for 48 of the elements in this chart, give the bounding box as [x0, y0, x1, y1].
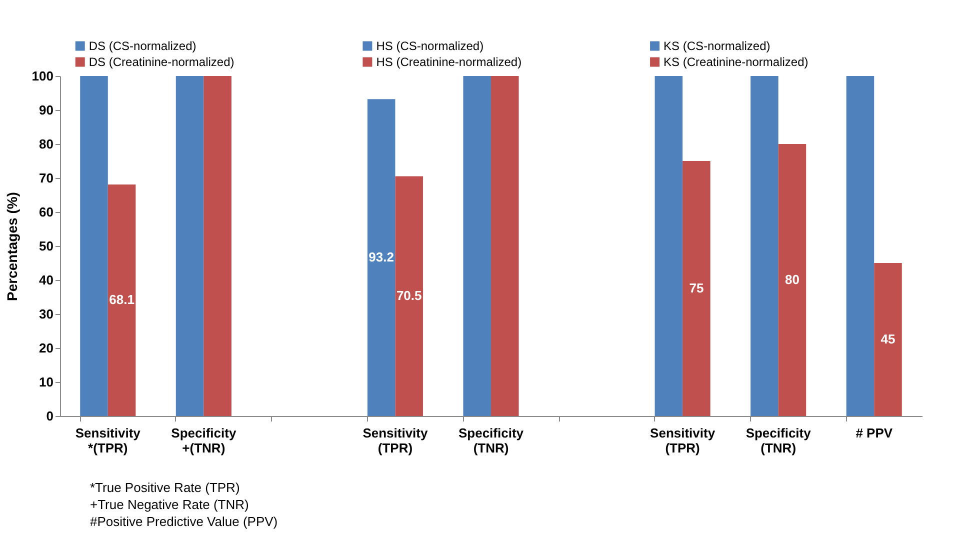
- x-tick-label: Sensitivity (TPR): [650, 426, 716, 456]
- bar: [750, 76, 778, 416]
- y-tick-label: 40: [39, 272, 54, 288]
- y-tick-label: 10: [39, 374, 54, 390]
- y-tick-label: 60: [39, 204, 54, 220]
- bar: [108, 184, 136, 416]
- bar: [204, 76, 232, 416]
- bar: [654, 76, 683, 416]
- data-label: 68.1: [109, 292, 134, 308]
- x-tick-label: Specificity +(TNR): [171, 426, 237, 456]
- y-tick-label: 70: [39, 170, 54, 186]
- legend-label: HS (CS-normalized): [376, 39, 484, 53]
- legend-label: KS (Creatinine-normalized): [664, 55, 808, 69]
- text: +True Negative Rate (TNR): [90, 497, 249, 512]
- y-tick-label: 90: [39, 102, 54, 118]
- legend-label: HS (Creatinine-normalized): [376, 55, 522, 69]
- bar: [846, 76, 874, 416]
- x-tick-label: Specificity (TNR): [746, 426, 812, 456]
- bar: [80, 76, 108, 416]
- bar: [395, 176, 423, 416]
- x-tick-label: Sensitivity *(TPR): [75, 426, 142, 456]
- data-label: 80: [784, 272, 800, 287]
- x-tick-label: Specificity (TNR): [458, 426, 524, 456]
- legend-label: KS (CS-normalized): [664, 39, 770, 53]
- text: #Positive Predictive Value (PPV): [90, 514, 278, 529]
- bar: [367, 99, 396, 416]
- x-tick-label: Sensitivity (TPR): [362, 426, 428, 456]
- data-label: 75: [689, 280, 704, 296]
- y-tick-label: 100: [32, 68, 54, 84]
- bar: [682, 161, 710, 416]
- y-tick-label: 0: [46, 408, 54, 424]
- bar: [463, 76, 491, 416]
- y-tick-label: 80: [39, 136, 54, 152]
- legend-label: DS (CS-normalized): [88, 39, 196, 53]
- y-axis-title: Percentages (%): [4, 192, 20, 301]
- data-label: 70.5: [396, 288, 422, 304]
- y-tick-label: 20: [39, 340, 54, 356]
- bar: [874, 263, 902, 416]
- text: *True Positive Rate (TPR): [90, 480, 240, 495]
- data-label: 45: [880, 332, 896, 346]
- bar: [778, 144, 806, 416]
- data-label: 93.2: [368, 250, 394, 265]
- bar: [491, 76, 519, 416]
- bar: [176, 76, 204, 416]
- legend-label: DS (Creatinine-normalized): [88, 55, 234, 69]
- x-tick-label: # PPV: [856, 426, 893, 440]
- y-tick-label: 50: [39, 238, 54, 254]
- y-tick-label: 30: [39, 306, 54, 322]
